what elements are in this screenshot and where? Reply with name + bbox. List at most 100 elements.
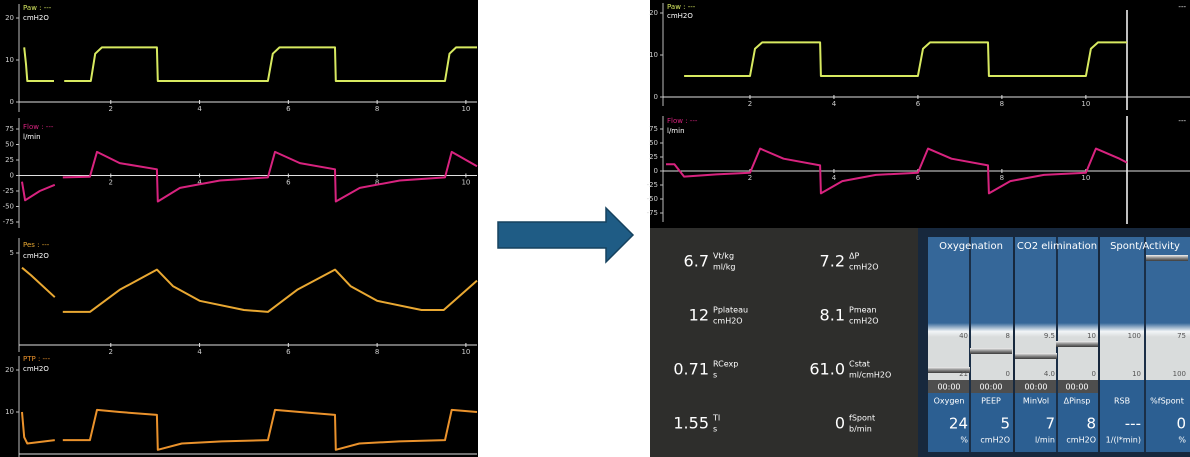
x-tick-label: 10 bbox=[461, 348, 470, 356]
control-unit[interactable]: cmH2O bbox=[1066, 436, 1096, 445]
waveform-readout: --- bbox=[1178, 117, 1186, 125]
x-tick-label: 10 bbox=[1081, 174, 1090, 182]
control-name[interactable]: PEEP bbox=[981, 397, 1001, 406]
slider-top: 40 bbox=[959, 332, 968, 340]
slider-bottom: 0 bbox=[1006, 370, 1010, 378]
x-tick-label: 2 bbox=[748, 174, 752, 182]
x-tick-label: 6 bbox=[916, 100, 921, 108]
x-tick-label: 2 bbox=[748, 100, 752, 108]
y-tick-label: 50 bbox=[5, 141, 14, 149]
slider-bottom: 0 bbox=[1092, 370, 1096, 378]
y-tick-label: 75 bbox=[5, 125, 14, 133]
slider-top: 10 bbox=[1087, 332, 1096, 340]
monitor-unit: ml/cmH2O bbox=[849, 371, 891, 380]
x-tick-label: 10 bbox=[1081, 100, 1090, 108]
slider-handle[interactable] bbox=[1056, 341, 1098, 347]
slider-bottom: 4.0 bbox=[1044, 370, 1055, 378]
x-tick-label: 8 bbox=[375, 348, 379, 356]
monitor-label: Cstat bbox=[849, 360, 870, 369]
waveform-trace bbox=[21, 266, 478, 313]
monitor-unit: s bbox=[713, 425, 717, 434]
slider-bottom: 100 bbox=[1173, 370, 1186, 378]
waveform-name: PTP : --- bbox=[23, 355, 51, 363]
y-tick-label: -25 bbox=[647, 181, 658, 189]
x-tick-label: 10 bbox=[461, 179, 470, 187]
control-unit[interactable]: % bbox=[1178, 436, 1186, 445]
monitor-value: 7.2 bbox=[820, 252, 845, 271]
slider-bottom: 10 bbox=[1132, 370, 1141, 378]
monitor-label: RCexp bbox=[713, 360, 738, 369]
x-tick-label: 2 bbox=[109, 105, 113, 113]
y-tick-label: 0 bbox=[10, 98, 14, 106]
x-tick-label: 6 bbox=[286, 179, 291, 187]
monitor-unit: ml/kg bbox=[713, 263, 735, 272]
control-value[interactable]: --- bbox=[1125, 415, 1141, 433]
panel-title: Oxygenation bbox=[939, 241, 1003, 252]
waveform-unit: cmH2O bbox=[667, 12, 693, 20]
left-screen bbox=[0, 0, 478, 457]
waveform-name: Flow : --- bbox=[667, 117, 698, 125]
waveform-readout: --- bbox=[1178, 3, 1186, 11]
control-value[interactable]: 0 bbox=[1176, 415, 1186, 433]
control-unit[interactable]: l/min bbox=[1035, 436, 1055, 445]
monitoring-panel bbox=[650, 228, 918, 457]
x-tick-label: 4 bbox=[197, 179, 202, 187]
slider-top: 9.5 bbox=[1044, 332, 1055, 340]
slider-bottom: 21 bbox=[959, 370, 968, 378]
slider-handle[interactable] bbox=[1015, 353, 1057, 359]
control-unit[interactable]: cmH2O bbox=[980, 436, 1010, 445]
slider-top: 100 bbox=[1128, 332, 1141, 340]
slider-handle[interactable] bbox=[928, 367, 970, 373]
waveform-trace bbox=[666, 147, 1128, 195]
control-value[interactable]: 8 bbox=[1086, 415, 1096, 433]
control-unit[interactable]: 1/(l*min) bbox=[1106, 436, 1141, 445]
y-tick-label: 10 bbox=[5, 56, 14, 64]
waveform-unit: cmH2O bbox=[23, 14, 49, 22]
control-name[interactable]: MinVol bbox=[1023, 397, 1049, 406]
monitor-label: Pmean bbox=[849, 306, 877, 315]
waveform-name: Flow : --- bbox=[23, 123, 54, 131]
x-tick-label: 8 bbox=[375, 179, 379, 187]
y-tick-label: 0 bbox=[654, 93, 658, 101]
control-value[interactable]: 5 bbox=[1000, 415, 1010, 433]
waveform-unit: cmH2O bbox=[23, 365, 49, 373]
x-tick-label: 6 bbox=[916, 174, 921, 182]
control-name[interactable]: %fSpont bbox=[1150, 397, 1184, 406]
slider-handle[interactable] bbox=[970, 348, 1012, 354]
monitor-label: TI bbox=[712, 414, 720, 423]
monitor-value: 8.1 bbox=[820, 306, 845, 325]
control-name[interactable]: ΔPinsp bbox=[1064, 397, 1091, 406]
monitor-value: 6.7 bbox=[684, 252, 709, 271]
arrow bbox=[497, 206, 635, 264]
waveform-trace bbox=[684, 41, 1127, 77]
panel-title: Spont/Activity bbox=[1110, 241, 1180, 252]
y-tick-label: 25 bbox=[5, 156, 14, 164]
x-tick-label: 2 bbox=[109, 179, 113, 187]
control-name[interactable]: Oxygen bbox=[934, 397, 965, 406]
control-unit[interactable]: % bbox=[960, 436, 968, 445]
y-tick-label: 0 bbox=[10, 172, 14, 180]
waveform-unit: l/min bbox=[23, 133, 41, 141]
timer: 00:00 bbox=[1024, 383, 1047, 392]
waveform-trace bbox=[21, 408, 478, 451]
x-tick-label: 6 bbox=[286, 348, 291, 356]
x-tick-label: 6 bbox=[286, 105, 291, 113]
slider-top: 8 bbox=[1006, 332, 1010, 340]
slider-top: 75 bbox=[1177, 332, 1186, 340]
waveform-unit: l/min bbox=[667, 127, 685, 135]
slider-handle[interactable] bbox=[1146, 255, 1188, 261]
y-tick-label: 75 bbox=[649, 125, 658, 133]
y-tick-label: 50 bbox=[649, 139, 658, 147]
monitor-value: 61.0 bbox=[809, 360, 845, 379]
waveform-name: Paw : --- bbox=[23, 4, 52, 12]
control-value[interactable]: 24 bbox=[949, 415, 968, 433]
y-tick-label: 20 bbox=[5, 366, 14, 374]
y-tick-label: -25 bbox=[3, 187, 14, 195]
y-tick-label: 5 bbox=[10, 249, 14, 257]
x-tick-label: 4 bbox=[832, 174, 837, 182]
x-tick-label: 8 bbox=[1000, 174, 1004, 182]
control-name[interactable]: RSB bbox=[1114, 397, 1130, 406]
control-value[interactable]: 7 bbox=[1045, 415, 1055, 433]
monitor-label: Vt/kg bbox=[713, 252, 734, 261]
